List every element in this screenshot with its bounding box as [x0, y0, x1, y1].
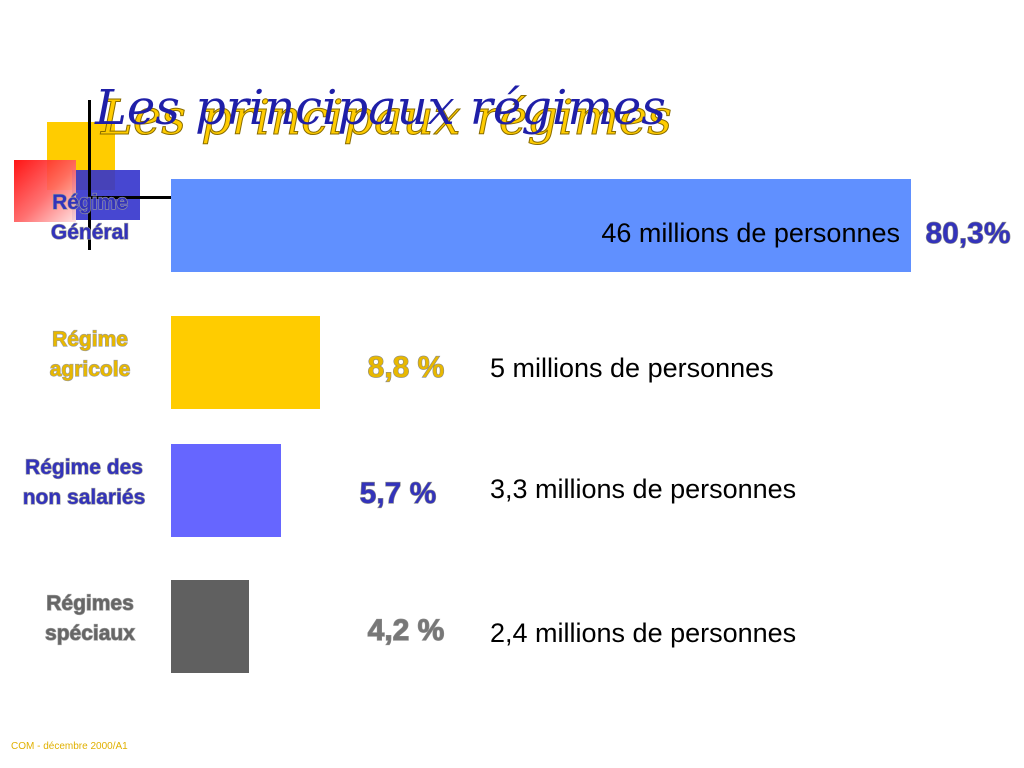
value-label-1: 80,3% [925, 217, 1010, 250]
category-label-1-line-2: Général [51, 221, 129, 244]
description-label-4: 2,4 millions de personnes [490, 618, 796, 648]
title-text: Les principaux régimes [95, 80, 666, 136]
category-label-4-line-2: spéciaux [45, 622, 135, 645]
bar-1 [171, 179, 911, 272]
category-label-3-line-1: Régime des [25, 456, 143, 479]
value-label-2: 8,8 % [368, 351, 445, 384]
category-label-2-line-2: agricole [50, 358, 131, 381]
category-label-1-line-1: Régime [52, 191, 128, 214]
horizontal-rule [90, 196, 172, 199]
description-label-3: 3,3 millions de personnes [490, 474, 796, 504]
footer-text: COM - décembre 2000/A1 [11, 741, 128, 752]
bar-2 [171, 316, 320, 409]
category-label-3-line-2: non salariés [23, 486, 146, 509]
category-label-4-line-1: Régimes [46, 592, 134, 615]
bar-3 [171, 444, 281, 537]
value-label-4: 4,2 % [368, 614, 445, 647]
blue-square-decoration [72, 170, 140, 220]
description-label-1: 46 millions de personnes [601, 218, 900, 248]
red-square-decoration [14, 160, 76, 222]
page-title: Les principaux régimes Les principaux ré… [95, 78, 735, 148]
vertical-rule [88, 100, 91, 250]
description-label-2: 5 millions de personnes [490, 353, 774, 383]
bar-4 [171, 580, 249, 673]
category-label-2-line-1: Régime [52, 328, 128, 351]
value-label-3: 5,7 % [360, 477, 437, 510]
title-shadow: Les principaux régimes [101, 90, 673, 147]
